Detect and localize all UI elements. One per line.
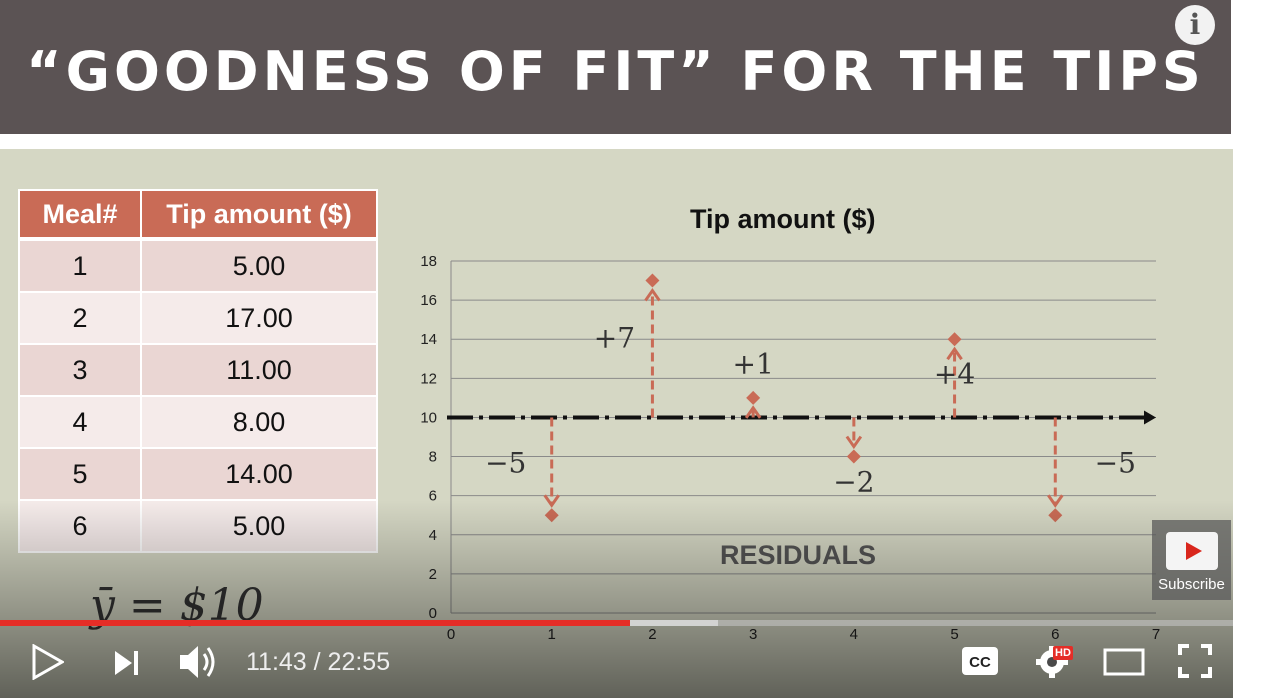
table-cell: 17.00 — [141, 291, 378, 344]
residual-label: −5 — [1095, 446, 1136, 479]
mean-arrow — [1144, 410, 1156, 425]
residual-arrowhead — [644, 287, 661, 302]
residual-label: +7 — [594, 321, 635, 354]
residual-arrowhead — [946, 346, 963, 361]
table-cell: 11.00 — [141, 343, 378, 396]
table-cell: 8.00 — [141, 395, 378, 448]
residual-arrowhead — [845, 435, 863, 450]
table-row: 4 8.00 — [19, 395, 378, 448]
hd-badge: HD — [1053, 646, 1073, 660]
residual-label: −5 — [485, 446, 526, 479]
table-row: 2 17.00 — [19, 291, 378, 344]
subscribe-button[interactable]: Subscribe — [1152, 520, 1231, 600]
table-cell: 2 — [19, 291, 142, 344]
data-point — [846, 449, 861, 464]
cc-icon[interactable]: CC — [961, 646, 999, 676]
table-row: 3 11.00 — [19, 343, 378, 396]
table-cell: 5 — [19, 447, 142, 500]
residual-arrowhead — [543, 494, 560, 508]
slide-title: “GOODNESS OF FIT” FOR THE TIPS — [26, 40, 1205, 103]
y-tick-label: 14 — [420, 331, 437, 348]
y-tick-label: 12 — [420, 370, 437, 387]
play-icon[interactable] — [30, 644, 64, 680]
time-display: 11:43 / 22:55 — [246, 648, 391, 676]
chart-title: Tip amount ($) — [690, 204, 876, 234]
table-header-row: Meal# Tip amount ($) — [19, 190, 378, 241]
info-icon[interactable]: i — [1175, 5, 1215, 45]
y-tick-label: 10 — [420, 409, 437, 426]
theater-icon[interactable] — [1103, 647, 1145, 677]
volume-icon[interactable] — [176, 640, 220, 684]
data-point — [746, 390, 761, 405]
data-point — [947, 332, 962, 347]
residual-arrowhead — [1047, 494, 1064, 508]
table-header-tip: Tip amount ($) — [141, 190, 378, 241]
table-row: 5 14.00 — [19, 447, 378, 500]
table-cell: 14.00 — [141, 447, 378, 500]
table-cell: 4 — [19, 395, 142, 448]
data-point — [544, 508, 559, 523]
residual-label: +4 — [934, 357, 975, 390]
table-header-meal: Meal# — [19, 190, 142, 241]
data-point — [1048, 508, 1063, 523]
residuals-label: RESIDUALS — [720, 540, 877, 570]
fullscreen-icon[interactable] — [1177, 643, 1213, 679]
player-controls: 11:43 / 22:55 CC HD — [0, 626, 1266, 698]
table-cell: 1 — [19, 238, 142, 292]
next-icon[interactable] — [112, 648, 142, 678]
progress-played — [0, 620, 631, 626]
table-cell: 5.00 — [141, 238, 378, 292]
residual-label: +1 — [733, 347, 774, 380]
data-point — [645, 273, 660, 288]
y-tick-label: 4 — [429, 527, 437, 544]
youtube-play-icon — [1165, 532, 1218, 570]
y-tick-label: 2 — [429, 566, 437, 583]
table-row: 1 5.00 — [19, 238, 378, 292]
subscribe-label: Subscribe — [1158, 576, 1225, 593]
table-cell: 3 — [19, 343, 142, 396]
y-tick-label: 18 — [420, 253, 437, 270]
y-tick-label: 8 — [429, 449, 437, 466]
residual-arrowhead — [744, 405, 762, 419]
residual-label: −2 — [833, 465, 874, 498]
y-tick-label: 16 — [420, 292, 437, 309]
y-tick-label: 6 — [429, 488, 437, 505]
cc-label: CC — [969, 654, 991, 671]
slide-title-bar: “GOODNESS OF FIT” FOR THE TIPS — [0, 0, 1231, 134]
